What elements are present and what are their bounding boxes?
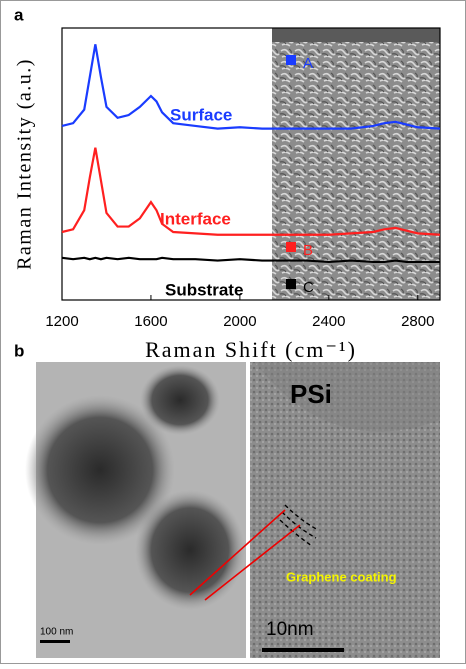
zoom-line	[204, 524, 301, 601]
scale-bar	[262, 648, 344, 652]
scale-bar	[40, 640, 70, 643]
inset-marker-label: C	[303, 279, 314, 296]
psi-region	[255, 362, 440, 432]
particle	[25, 395, 175, 545]
x-tick-label: 1600	[134, 313, 167, 330]
y-axis-title: Raman Intensity (a.u.)	[14, 58, 36, 270]
inset-marker	[286, 279, 296, 289]
x-tick-label: 2400	[312, 313, 345, 330]
x-tick-label: 2800	[401, 313, 434, 330]
panel-label: a	[14, 5, 24, 24]
series-line	[61, 44, 441, 130]
series-label: Substrate	[165, 280, 243, 299]
inset-marker	[286, 55, 296, 65]
zoom-line	[189, 509, 286, 596]
panel-label: b	[14, 341, 24, 360]
sem-inset-top	[272, 28, 440, 42]
sem-inset	[272, 28, 440, 300]
plot-frame	[61, 27, 441, 301]
inset-marker	[286, 242, 296, 252]
series-line	[61, 147, 441, 236]
x-tick-label: 1200	[45, 313, 78, 330]
annotation: Graphene coating	[286, 569, 397, 584]
particle	[135, 490, 245, 610]
series-line	[61, 256, 440, 264]
inset-marker-label: A	[303, 55, 313, 72]
scale-label: 100 nm	[40, 627, 73, 638]
x-tick-label: 2000	[223, 313, 256, 330]
scale-label: 10nm	[266, 619, 314, 640]
series-label: Surface	[170, 105, 232, 124]
x-axis-title: Raman Shift (cm⁻¹)	[145, 337, 357, 362]
series-label: Interface	[160, 209, 231, 228]
inset-marker-label: B	[303, 242, 313, 259]
tem-title: PSi	[290, 379, 332, 409]
particle	[140, 365, 220, 435]
